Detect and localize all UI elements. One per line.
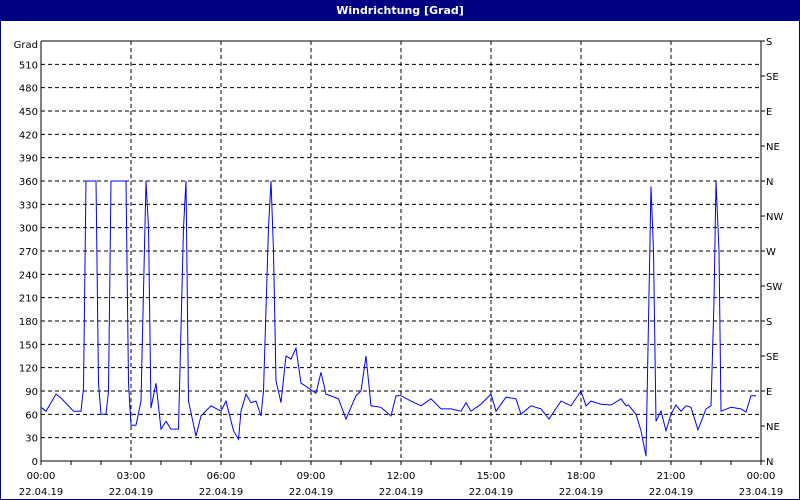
x-tick-date: 22.04.19 [109, 487, 154, 498]
x-tick-date: 22.04.19 [649, 487, 694, 498]
grid [41, 41, 761, 461]
y-tick-label: 150 [19, 340, 38, 351]
y2-tick-label: E [766, 387, 772, 398]
y2-tick-label: SE [766, 352, 779, 363]
y2-tick-label: NE [766, 142, 780, 153]
y-tick-label: 0 [32, 457, 38, 468]
y-tick-label: 210 [19, 294, 38, 305]
y-tick-label: 510 [19, 60, 38, 71]
y2-tick-label: SE [766, 72, 779, 83]
y-tick-label: 300 [19, 224, 38, 235]
x-tick-time: 18:00 [567, 471, 596, 482]
y2-tick-label: N [766, 177, 773, 188]
y-tick-label: 240 [19, 270, 38, 281]
x-tick-time: 03:00 [117, 471, 146, 482]
y2-tick-label: E [766, 107, 772, 118]
y2-tick-label: SW [766, 282, 782, 293]
wind-direction-line [40, 180, 756, 457]
y-tick-label: 480 [19, 84, 38, 95]
x-tick-date: 22.04.19 [379, 487, 424, 498]
x-tick-time: 09:00 [297, 471, 326, 482]
y2-tick-label: S [766, 37, 772, 48]
y-tick-label: 60 [25, 410, 38, 421]
y2-tick-label: W [766, 247, 776, 258]
window-title: Windrichtung [Grad] [1, 1, 799, 21]
y-axis-label: Grad [14, 40, 38, 51]
y-tick-label: 330 [19, 200, 38, 211]
x-tick-time: 00:00 [27, 471, 56, 482]
x-tick-time: 00:00 [747, 471, 776, 482]
x-tick-time: 12:00 [387, 471, 416, 482]
x-tick-time: 21:00 [657, 471, 686, 482]
y-tick-label: 90 [25, 387, 38, 398]
x-tick-date: 22.04.19 [559, 487, 604, 498]
x-tick-date: 22.04.19 [289, 487, 334, 498]
y2-tick-label: NW [766, 212, 783, 223]
y-tick-label: 120 [19, 364, 38, 375]
x-tick-date: 23.04.19 [739, 487, 784, 498]
y2-tick-label: S [766, 317, 772, 328]
y-tick-label: 450 [19, 107, 38, 118]
y-tick-label: 420 [19, 130, 38, 141]
y-tick-label: 270 [19, 247, 38, 258]
x-tick-date: 22.04.19 [19, 487, 64, 498]
y-tick-label: 180 [19, 317, 38, 328]
x-tick-date: 22.04.19 [469, 487, 514, 498]
y-tick-label: 390 [19, 154, 38, 165]
y2-tick-label: NE [766, 422, 780, 433]
series [40, 180, 756, 457]
y-tick-label: 30 [25, 434, 38, 445]
y-tick-label: 360 [19, 177, 38, 188]
x-tick-time: 06:00 [207, 471, 236, 482]
x-tick-date: 22.04.19 [199, 487, 244, 498]
x-tick-time: 15:00 [477, 471, 506, 482]
y2-tick-label: N [766, 457, 773, 468]
axes: 0 30 60 90 120 150 180 210 240 270 300 330 360 390 420… [19, 37, 784, 498]
